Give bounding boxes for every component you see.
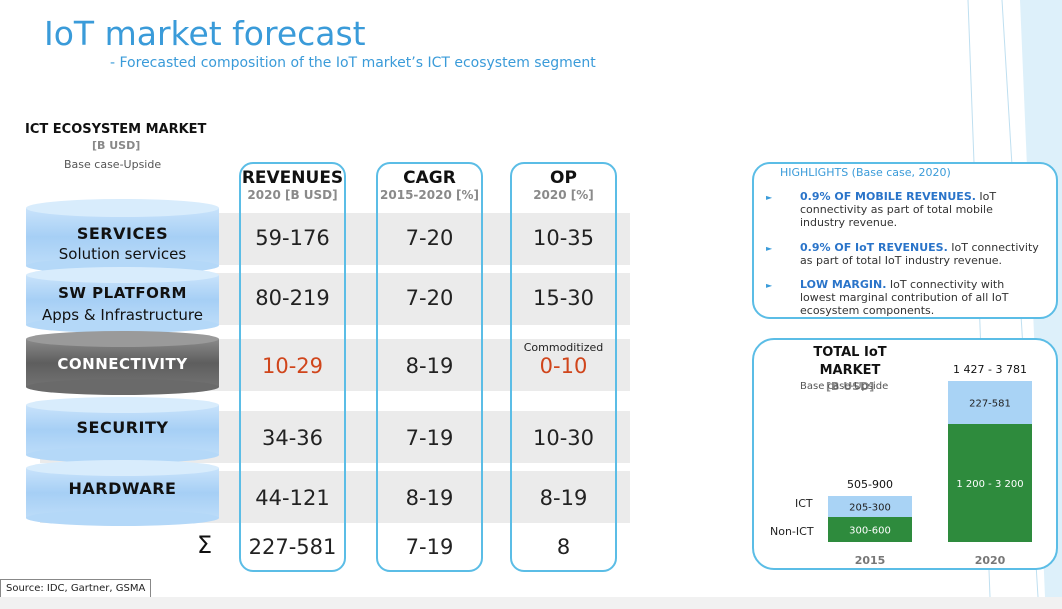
highlight-bold: 0.9% OF IoT REVENUES. (800, 241, 948, 254)
revenues-cell: 80-219 (255, 286, 330, 310)
layer-services: SERVICES Solution services (26, 222, 219, 270)
chart-title: TOTAL IoT MARKET (813, 345, 887, 378)
op-cell: 15-30 (532, 286, 595, 310)
total-market-chart: 300-600 205-300 505-900 2015 1 200 - 3 200 22… (828, 363, 1032, 567)
cylinder-connectivity (26, 331, 219, 395)
layer-connectivity: CONNECTIVITY (26, 355, 219, 379)
highlight-item: 0.9% OF MOBILE REVENUES. IoT connectivit… (800, 190, 1040, 229)
layer-label: SW PLATFORM (58, 284, 187, 302)
legend-ict: ICT (795, 497, 813, 510)
revenues-cell: 10-29 (261, 354, 324, 378)
layer-sublabel: Solution services (58, 245, 187, 263)
layer-security: SECURITY (26, 418, 219, 442)
highlight-text: IoT connectivity as part of total mobile… (800, 190, 997, 229)
cagr-total: 7-19 (405, 535, 454, 559)
column-header: OP (550, 168, 577, 188)
highlight-bold: LOW MARGIN. (800, 278, 887, 291)
layer-label: CONNECTIVITY (57, 355, 188, 373)
cylinder-platform (26, 267, 219, 333)
x-tick-label: 2015 (855, 554, 886, 567)
data-label-non-ict: 300-600 (849, 526, 891, 537)
highlight-text: IoT connectivity as part of total IoT in… (800, 241, 1039, 267)
cagr-cell: 8-19 (405, 354, 454, 378)
revenues-total: 227-581 (248, 535, 337, 559)
page-title: IoT market forecast (44, 14, 366, 53)
column-header: CAGR (403, 168, 456, 188)
bullet-icon: ► (766, 193, 773, 202)
layer-sublabel: Apps & Infrastructure (42, 306, 203, 324)
column-subheader: 2015-2020 [%] (380, 188, 479, 202)
highlight-bold: 0.9% OF MOBILE REVENUES. (800, 190, 976, 203)
bar-ict-2015 (828, 496, 912, 517)
bullet-icon: ► (766, 244, 773, 253)
highlight-item: LOW MARGIN. IoT connectivity with lowest… (800, 278, 1040, 317)
layer-label: SECURITY (76, 418, 169, 437)
cagr-cell: 7-20 (405, 286, 454, 310)
op-cell: 0-10 (539, 354, 588, 378)
cylinder-services (26, 199, 219, 274)
total-label: 1 427 - 3 781 (953, 363, 1027, 376)
segment-title: ICT ECOSYSTEM MARKET (25, 122, 207, 137)
column-header: REVENUES (241, 168, 344, 188)
chart-unit: [B USD] (826, 380, 875, 393)
cylinder-hardware (26, 460, 219, 526)
total-label: 505-900 (847, 478, 893, 491)
cylinder-security (26, 397, 219, 463)
op-column: OP 2020 [%] (510, 162, 617, 572)
cagr-cell: 7-19 (405, 426, 454, 450)
op-cell: 10-35 (532, 226, 595, 250)
highlight-item: 0.9% OF IoT REVENUES. IoT connectivity a… (800, 241, 1040, 267)
op-total: 8 (556, 535, 571, 559)
source-note: Source: IDC, Gartner, GSMA (0, 579, 152, 598)
op-cell: 10-30 (532, 426, 595, 450)
data-label-ict: 205-300 (849, 503, 891, 514)
data-label-non-ict: 1 200 - 3 200 (956, 479, 1023, 490)
bullet-icon: ► (766, 281, 773, 290)
data-label-ict: 227-581 (969, 399, 1011, 410)
revenues-column: REVENUES 2020 [B USD] (239, 162, 346, 572)
chart-case: Base case-Upside (800, 381, 889, 392)
sum-symbol: Σ (197, 531, 213, 559)
footer-bar (0, 597, 1062, 609)
layer-platform: SW PLATFORM Apps & Infrastructure (26, 283, 219, 331)
op-cell: 8-19 (539, 486, 588, 510)
column-subheader: 2020 [B USD] (247, 188, 338, 202)
revenues-cell: 34-36 (261, 426, 324, 450)
x-tick-label: 2020 (975, 554, 1006, 567)
cagr-column: CAGR 2015-2020 [%] (376, 162, 483, 572)
legend-non-ict: Non-ICT (770, 525, 814, 538)
bar-non-ict-2020 (948, 424, 1032, 542)
layer-label: SERVICES (76, 224, 169, 243)
highlights-box (752, 162, 1058, 319)
segment-case: Base case-Upside (64, 158, 162, 171)
bar-non-ict-2015 (828, 517, 912, 542)
layer-hardware: HARDWARE (26, 479, 219, 503)
page-subtitle: - Forecasted composition of the IoT mark… (110, 55, 596, 71)
highlight-text: IoT connectivity with lowest marginal co… (800, 278, 1009, 317)
segment-unit: [B USD] (92, 139, 141, 152)
bar-ict-2020 (948, 381, 1032, 424)
op-note: Commoditized (523, 341, 604, 354)
revenues-cell: 44-121 (255, 486, 330, 510)
layer-label: HARDWARE (68, 479, 177, 498)
column-subheader: 2020 [%] (533, 188, 594, 202)
cagr-cell: 7-20 (405, 226, 454, 250)
highlights-title: HIGHLIGHTS (Base case, 2020) (780, 166, 951, 179)
revenues-cell: 59-176 (255, 226, 330, 250)
ecosystem-stack (26, 199, 219, 526)
cagr-cell: 8-19 (405, 486, 454, 510)
